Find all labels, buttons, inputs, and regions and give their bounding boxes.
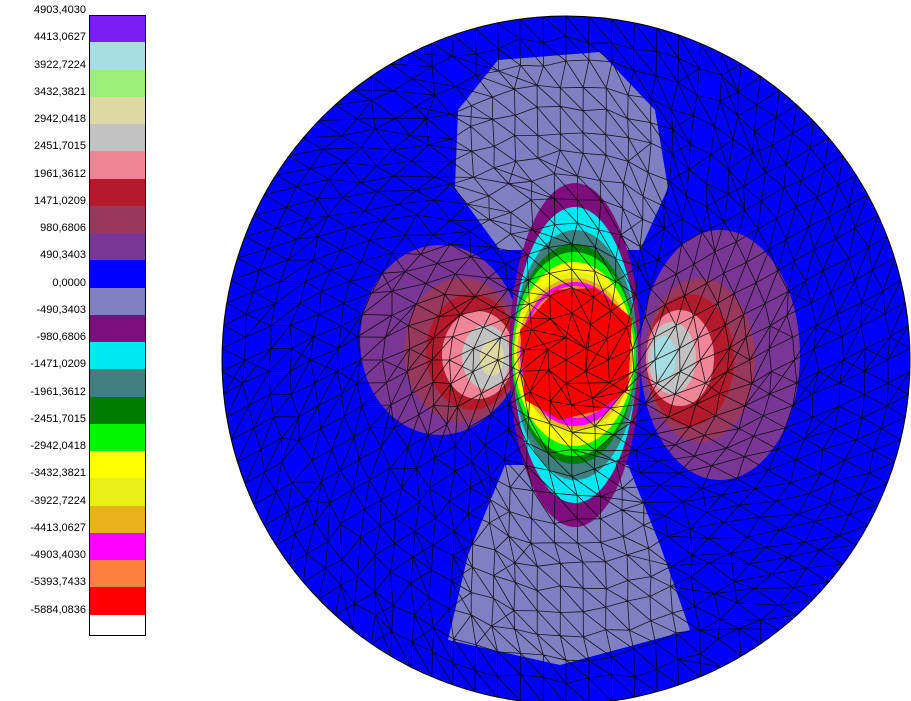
legend-swatch [89,560,146,588]
legend-swatch [89,451,146,479]
legend-label: -490,3403 [36,303,86,316]
legend-label: -5884,0836 [30,603,86,616]
upper-lobe [455,52,668,250]
legend-swatch [89,505,146,533]
legend-swatch [89,369,146,397]
legend-label: -4903,4030 [30,549,86,561]
legend-label: -5393,7433 [30,576,86,589]
legend-label: 3432,3821 [34,85,86,98]
legend-label: 1471,0209 [34,194,86,207]
legend-swatch [89,69,146,97]
color-legend: 4903,4030 4413,0627 3922,7224 3432,3821 2942… [0,0,160,701]
legend-swatch [89,314,146,343]
legend-swatch [89,233,146,261]
legend-label: 4903,4030 [34,4,86,16]
legend-label: -3922,7224 [30,494,86,507]
legend-swatch [89,124,146,152]
legend-label: 2451,7015 [34,140,86,153]
legend-swatch [89,287,146,315]
mesh-edges [222,16,910,701]
legend-label: -1961,3612 [30,385,86,398]
legend-swatch [89,423,146,452]
legend-label: -2942,0418 [30,440,86,452]
legend-swatch [89,42,146,70]
legend-swatch [89,396,146,424]
legend-label: 2942,0418 [34,113,86,125]
legend-label: -4413,0627 [30,521,86,534]
legend-label: 1961,3612 [34,167,86,180]
legend-swatch [89,178,146,206]
legend-label: 980,6806 [40,222,86,234]
legend-label: 490,3403 [40,249,86,262]
legend-swatch [89,532,146,561]
disk-outline [221,15,911,701]
legend-label: -1471,0209 [30,358,86,371]
legend-label: -3432,3821 [30,467,86,480]
legend-label: 0,0000 [52,276,86,289]
legend-label: 4413,0627 [34,31,86,44]
legend-swatch [89,587,146,615]
legend-swatch [89,151,146,179]
legend-label: 3922,7224 [34,58,86,71]
legend-label: -980,6806 [36,331,86,343]
triangular-mesh [222,16,910,701]
legend-swatch [89,96,146,125]
legend-swatch [89,260,146,288]
legend-swatch [89,478,146,506]
legend-swatch [89,342,146,370]
legend-label: -2451,7015 [30,412,86,425]
legend-swatch [89,205,146,234]
legend-swatch [89,15,146,43]
right-tension-lobe [640,230,800,480]
